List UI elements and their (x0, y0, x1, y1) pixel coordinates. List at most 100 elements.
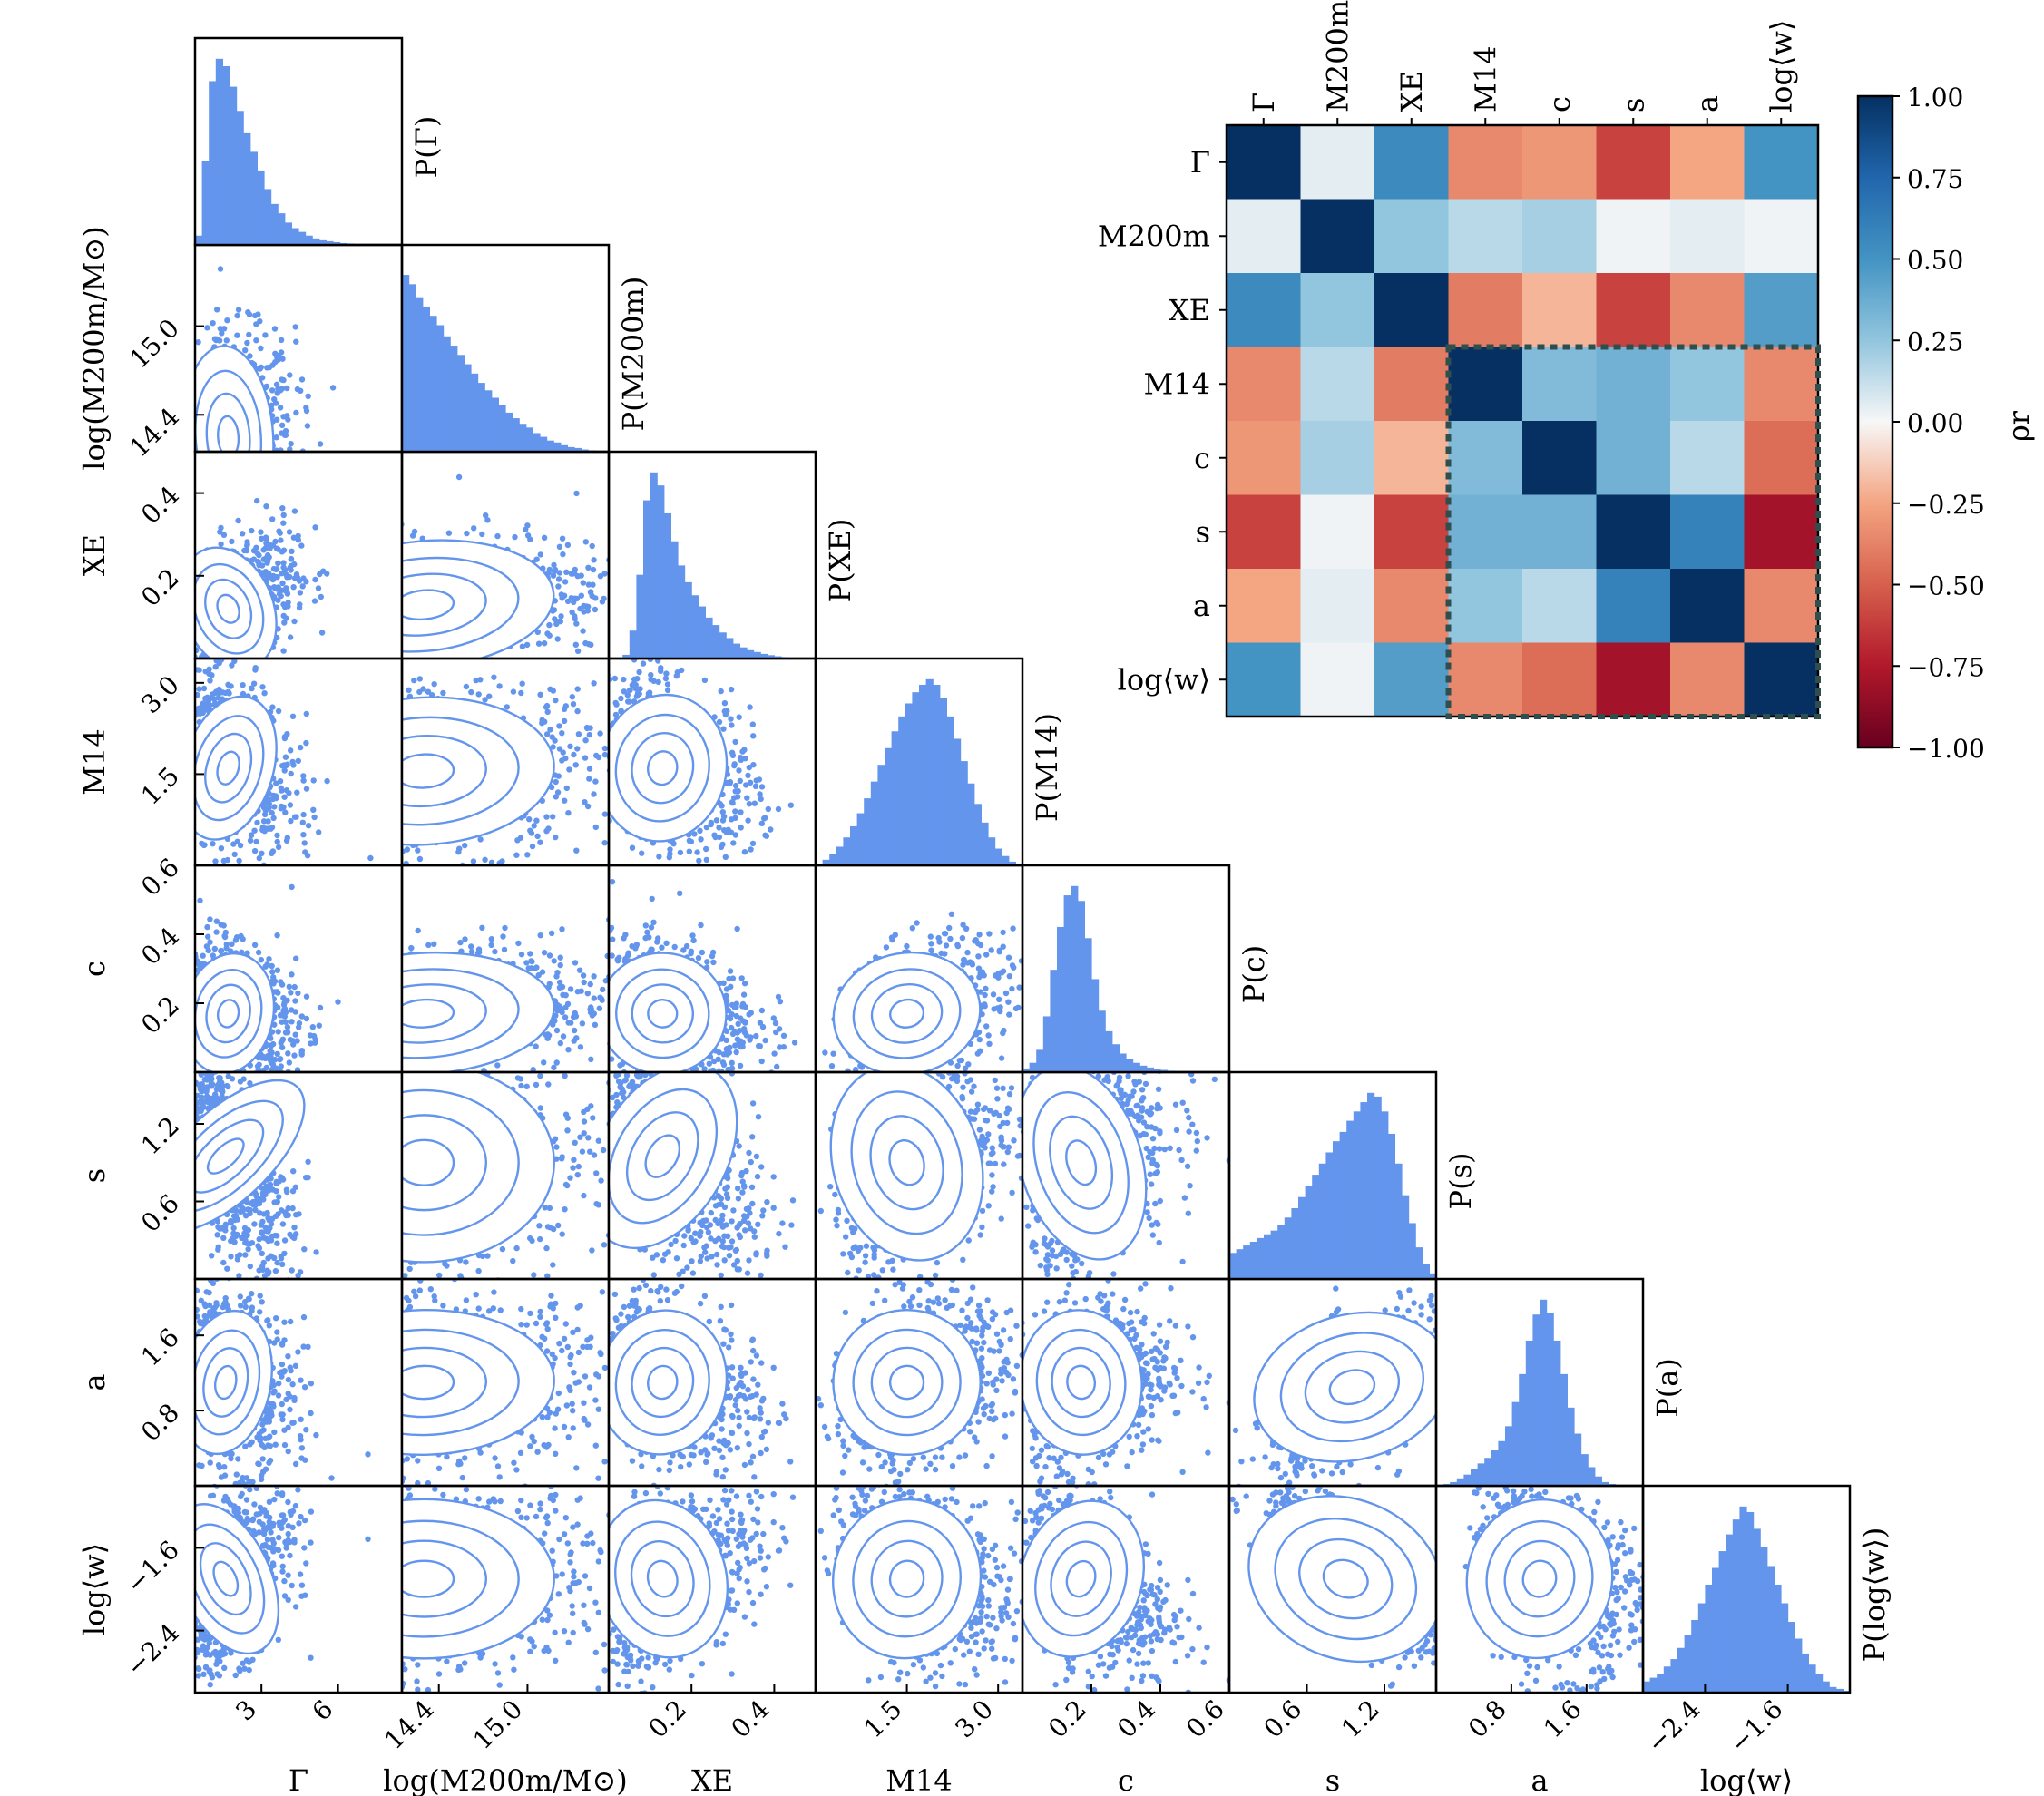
scatter-point (396, 565, 401, 571)
scatter-point (283, 465, 289, 471)
scatter-point (210, 461, 216, 466)
scatter-point (279, 423, 285, 428)
scatter-point (370, 714, 376, 719)
scatter-point (343, 581, 348, 586)
scatter-point (209, 672, 214, 678)
scatter-point (550, 814, 555, 819)
scatter-point (376, 599, 381, 604)
scatter-point (329, 576, 335, 581)
scatter-point (346, 546, 351, 551)
scatter-point (251, 556, 257, 561)
scatter-point (703, 846, 709, 852)
scatter-point (288, 818, 293, 824)
scatter-point (376, 594, 381, 600)
scatter-point (347, 601, 352, 607)
scatter-point (479, 532, 484, 537)
scatter-point (221, 858, 227, 864)
scatter-point (286, 790, 291, 796)
scatter-point (697, 828, 702, 834)
scatter-point (256, 552, 261, 558)
scatter-point (223, 462, 229, 467)
scatter-point (410, 672, 416, 678)
scatter-point (381, 734, 386, 739)
scatter-point (249, 528, 254, 533)
scatter-point (240, 474, 246, 480)
scatter-point (226, 483, 231, 489)
scatter-point (372, 649, 377, 654)
scatter-point (324, 613, 329, 619)
scatter-point (275, 390, 280, 395)
scatter-point (252, 467, 258, 473)
scatter-point (378, 601, 384, 607)
scatter-point (255, 311, 260, 317)
scatter-point (221, 454, 227, 459)
scatter-point (445, 677, 450, 682)
scatter-point (205, 475, 210, 481)
scatter-point (432, 681, 437, 687)
scatter-point (530, 844, 535, 849)
scatter-point (573, 848, 579, 854)
scatter-point (211, 507, 217, 512)
scatter-point (523, 527, 528, 532)
scatter-point (543, 814, 549, 819)
scatter-point (591, 680, 596, 686)
scatter-point (525, 532, 531, 538)
scatter-point (367, 855, 373, 861)
scatter-point (220, 491, 226, 496)
scatter-point (370, 639, 376, 645)
scatter-point (344, 604, 349, 610)
scatter-point (373, 779, 378, 785)
scatter-point (377, 834, 382, 839)
scatter-point (253, 481, 259, 486)
scatter-point (379, 854, 385, 859)
scatter-point (511, 688, 516, 694)
scatter-point (596, 708, 601, 713)
scatter-point (197, 470, 202, 475)
scatter-point (389, 555, 395, 561)
scatter-point (738, 809, 743, 815)
scatter-point (223, 666, 229, 671)
scatter-point (219, 845, 224, 851)
scatter-point (258, 463, 263, 468)
scatter-point (425, 689, 431, 695)
scatter-point (367, 644, 373, 649)
scatter-point (220, 454, 226, 459)
scatter-point (392, 762, 397, 767)
scatter-point (393, 795, 398, 800)
scatter-point (182, 651, 188, 657)
scatter-point (285, 600, 290, 605)
scatter-point (298, 388, 303, 394)
scatter-point (788, 803, 794, 808)
scatter-point (218, 476, 223, 482)
scatter-point (356, 780, 361, 786)
scatter-point (376, 817, 381, 823)
scatter-point (383, 818, 388, 824)
scatter-point (326, 600, 331, 605)
scatter-point (239, 455, 244, 461)
scatter-point (380, 602, 386, 608)
scatter-point (389, 640, 395, 646)
scatter-point (221, 498, 227, 503)
scatter-point (366, 553, 371, 559)
scatter-point (733, 783, 738, 788)
scatter-point (390, 789, 396, 795)
scatter-point (225, 512, 230, 517)
scatter-point (376, 606, 381, 611)
scatter-point (383, 849, 388, 854)
scatter-point (278, 531, 283, 536)
scatter-point (383, 621, 388, 627)
scatter-point (380, 751, 386, 756)
scatter-point (574, 596, 580, 601)
panel-XE-M14 (581, 649, 835, 891)
scatter-point (395, 780, 400, 786)
scatter-point (394, 694, 399, 699)
scatter-point (384, 562, 389, 568)
scatter-point (279, 376, 284, 382)
scatter-point (338, 756, 344, 761)
scatter-point (218, 490, 223, 495)
scatter-point (364, 784, 369, 789)
scatter-point (354, 798, 359, 804)
scatter-point (220, 495, 226, 501)
scatter-point (224, 469, 230, 474)
scatter-point (324, 659, 329, 665)
